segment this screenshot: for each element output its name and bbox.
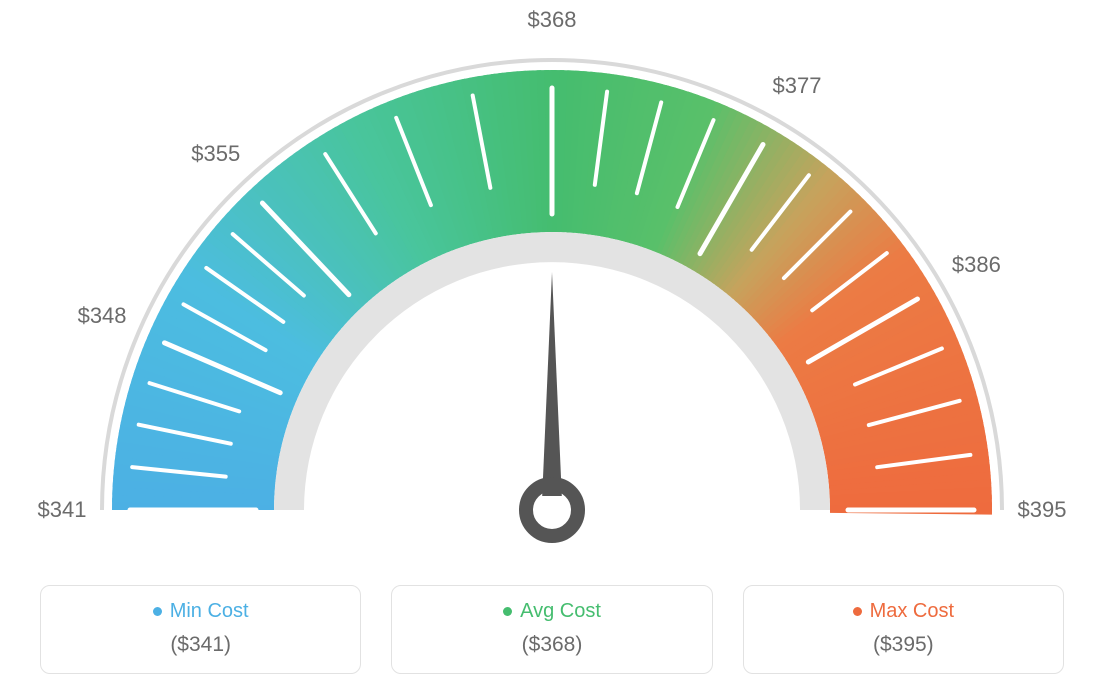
legend-label-max: Max Cost (870, 600, 954, 623)
gauge-tick-label: $395 (1018, 497, 1067, 523)
gauge-tick-label: $377 (773, 73, 822, 99)
legend-label-min: Min Cost (170, 600, 249, 623)
gauge-tick-label: $348 (78, 303, 127, 329)
legend-value-avg: ($368) (402, 633, 701, 657)
gauge-svg (0, 0, 1104, 560)
legend-card-min: Min Cost ($341) (40, 585, 361, 674)
legend-dot-min (153, 607, 162, 616)
gauge-tick-label: $386 (952, 252, 1001, 278)
gauge-tick-label: $355 (191, 141, 240, 167)
legend-card-max: Max Cost ($395) (743, 585, 1064, 674)
legend-value-max: ($395) (754, 633, 1053, 657)
legend-title-avg: Avg Cost (503, 600, 601, 623)
legend-dot-avg (503, 607, 512, 616)
gauge-chart: $341 $348 $355 $368 $377 $386 $395 (0, 0, 1104, 560)
legend-value-min: ($341) (51, 633, 350, 657)
legend-row: Min Cost ($341) Avg Cost ($368) Max Cost… (40, 585, 1064, 674)
legend-title-max: Max Cost (853, 600, 954, 623)
gauge-tick-label: $368 (528, 7, 577, 33)
legend-title-min: Min Cost (153, 600, 249, 623)
legend-dot-max (853, 607, 862, 616)
legend-label-avg: Avg Cost (520, 600, 601, 623)
gauge-tick-label: $341 (38, 497, 87, 523)
legend-card-avg: Avg Cost ($368) (391, 585, 712, 674)
